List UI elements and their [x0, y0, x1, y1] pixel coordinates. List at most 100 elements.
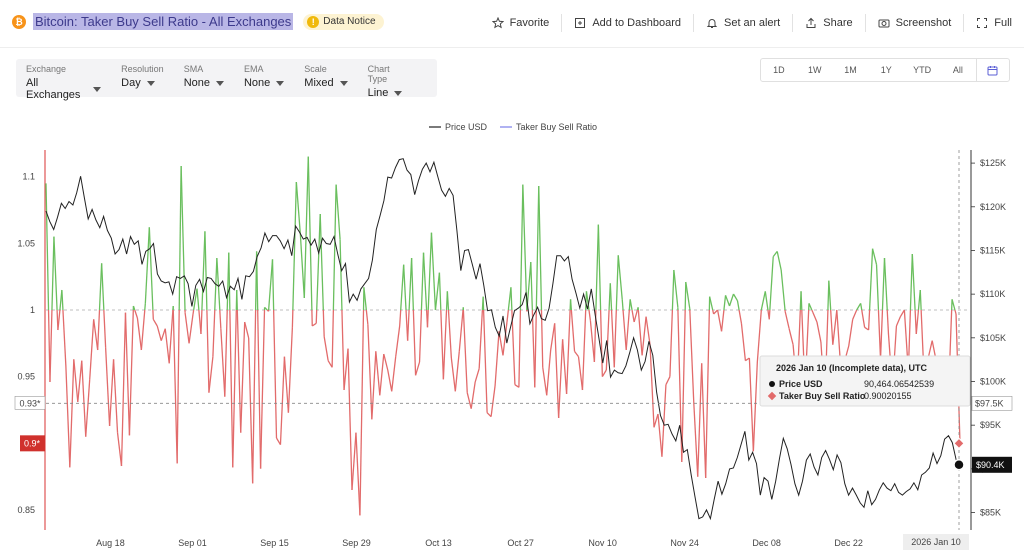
ratio-segment: [724, 295, 731, 307]
price-line: [45, 158, 961, 521]
ratio-segment: [482, 309, 488, 413]
ratio-segment: [681, 309, 686, 463]
ratio-segment: [709, 296, 714, 311]
ratio-segment: [367, 324, 373, 420]
ratio-segment: [538, 185, 543, 311]
share-button[interactable]: Share: [793, 14, 866, 32]
screenshot-button[interactable]: Screenshot: [866, 14, 965, 32]
ratio-segment: [772, 250, 778, 258]
ratio-segment: [605, 309, 610, 371]
ratio-segment: [886, 309, 890, 335]
calendar-button[interactable]: [975, 59, 1009, 81]
ratio-segment: [98, 263, 103, 311]
exchange-select[interactable]: Exchange All Exchanges: [26, 64, 102, 101]
ratio-segment: [478, 309, 484, 369]
ratio-segment: [470, 381, 476, 409]
ratio-segment: [418, 309, 423, 363]
add-to-dashboard-button[interactable]: Add to Dashboard: [562, 14, 694, 32]
ratio-segment: [585, 291, 590, 311]
ratio-segment: [438, 272, 442, 311]
ratio-segment: [391, 356, 397, 392]
ratio-segment: [693, 401, 699, 477]
chart-area[interactable]: Price USD Taker Buy Sell Ratio 0.850.90.…: [0, 110, 1024, 555]
ratio-segment: [530, 261, 533, 311]
ratio-segment: [264, 306, 268, 311]
resolution-select[interactable]: Resolution Day: [121, 64, 164, 92]
ratio-segment: [259, 309, 266, 469]
ratio-segment: [212, 309, 216, 357]
x-tick-label: Sep 01: [178, 538, 207, 548]
ratio-segment: [184, 312, 190, 344]
ratio-segment: [728, 293, 735, 307]
right-marker-box-975: [971, 396, 1013, 411]
ratio-segment: [335, 184, 341, 240]
ratio-segment: [561, 339, 568, 395]
range-1y-button[interactable]: 1Y: [880, 65, 892, 75]
set-alert-button[interactable]: Set an alert: [694, 14, 794, 32]
range-1m-button[interactable]: 1M: [844, 65, 857, 75]
ratio-segment: [697, 363, 703, 477]
scale-select[interactable]: Scale Mixed: [304, 64, 348, 92]
ratio-segment: [332, 184, 337, 311]
ratio-segment: [229, 309, 234, 468]
ratio-segment: [911, 253, 916, 311]
x-tick-label: Sep 15: [260, 538, 289, 548]
ratio-segment: [462, 309, 468, 393]
ratio-segment: [669, 309, 674, 377]
x-tick-label: Oct 27: [507, 538, 534, 548]
title-area: ₿ Bitcoin: Taker Buy Sell Ratio - All Ex…: [12, 13, 384, 30]
left-marker-label-093: 0.93*: [19, 398, 41, 408]
ema-select-value: None: [243, 77, 271, 89]
ratio-segment: [51, 236, 55, 311]
ratio-segment: [319, 213, 324, 311]
ratio-segment: [399, 309, 402, 327]
ratio-segment: [240, 321, 246, 433]
favorite-label: Favorite: [509, 17, 550, 29]
x-axis-ticks: Aug 18 Sep 01 Sep 15 Sep 29 Oct 13 Oct 27 Nov …: [96, 538, 863, 548]
ratio-segment: [800, 291, 803, 311]
ratio-segment: [430, 232, 437, 311]
tooltip-price-dot: [769, 381, 775, 387]
favorite-button[interactable]: Favorite: [480, 14, 563, 32]
ratio-segment: [196, 288, 200, 311]
ratio-segment: [927, 340, 933, 359]
tooltip-ratio-value: 0.90020155: [864, 391, 912, 401]
data-notice-badge[interactable]: ! Data Notice: [303, 13, 384, 30]
ratio-segment: [811, 309, 814, 313]
ratio-segment: [248, 337, 254, 484]
ratio-segment: [323, 336, 329, 361]
ratio-segment: [341, 309, 345, 391]
ratio-segment: [756, 309, 762, 363]
chart-type-select-value: Line: [367, 87, 389, 99]
chart-type-select[interactable]: Chart Type Line: [368, 64, 407, 99]
ema-select[interactable]: EMA None: [243, 64, 285, 92]
ratio-segment: [589, 320, 596, 363]
add-to-dashboard-label: Add to Dashboard: [592, 17, 681, 29]
price-series: [45, 158, 961, 521]
ratio-segment: [569, 299, 573, 311]
ratio-segment: [581, 309, 587, 391]
ratio-segment: [554, 323, 560, 419]
ratio-segment: [204, 231, 208, 311]
ratio-segment: [909, 253, 913, 311]
ratio-series: [45, 156, 961, 516]
sma-select-label: SMA: [183, 64, 204, 74]
chevron-down-icon: [276, 80, 285, 86]
range-1w-button[interactable]: 1W: [807, 65, 822, 75]
ratio-segment: [871, 248, 878, 265]
sma-select[interactable]: SMA None: [184, 64, 224, 92]
range-1d-button[interactable]: 1D: [773, 65, 785, 75]
ratio-segment: [565, 309, 571, 395]
ratio-segment: [685, 281, 691, 309]
range-ytd-button[interactable]: YTD: [913, 65, 932, 75]
fullscreen-label: Full: [994, 17, 1012, 29]
ratio-segment: [832, 309, 838, 345]
ratio-segment: [193, 288, 198, 311]
range-all-button[interactable]: All: [952, 65, 963, 75]
time-range-selector: 1D 1W 1M 1Y YTD All: [760, 58, 1010, 82]
fullscreen-button[interactable]: Full: [964, 14, 1012, 32]
ratio-segment: [748, 357, 755, 452]
data-notice-label: Data Notice: [323, 16, 376, 27]
ratio-segment: [736, 300, 740, 311]
warning-icon: !: [307, 15, 320, 28]
